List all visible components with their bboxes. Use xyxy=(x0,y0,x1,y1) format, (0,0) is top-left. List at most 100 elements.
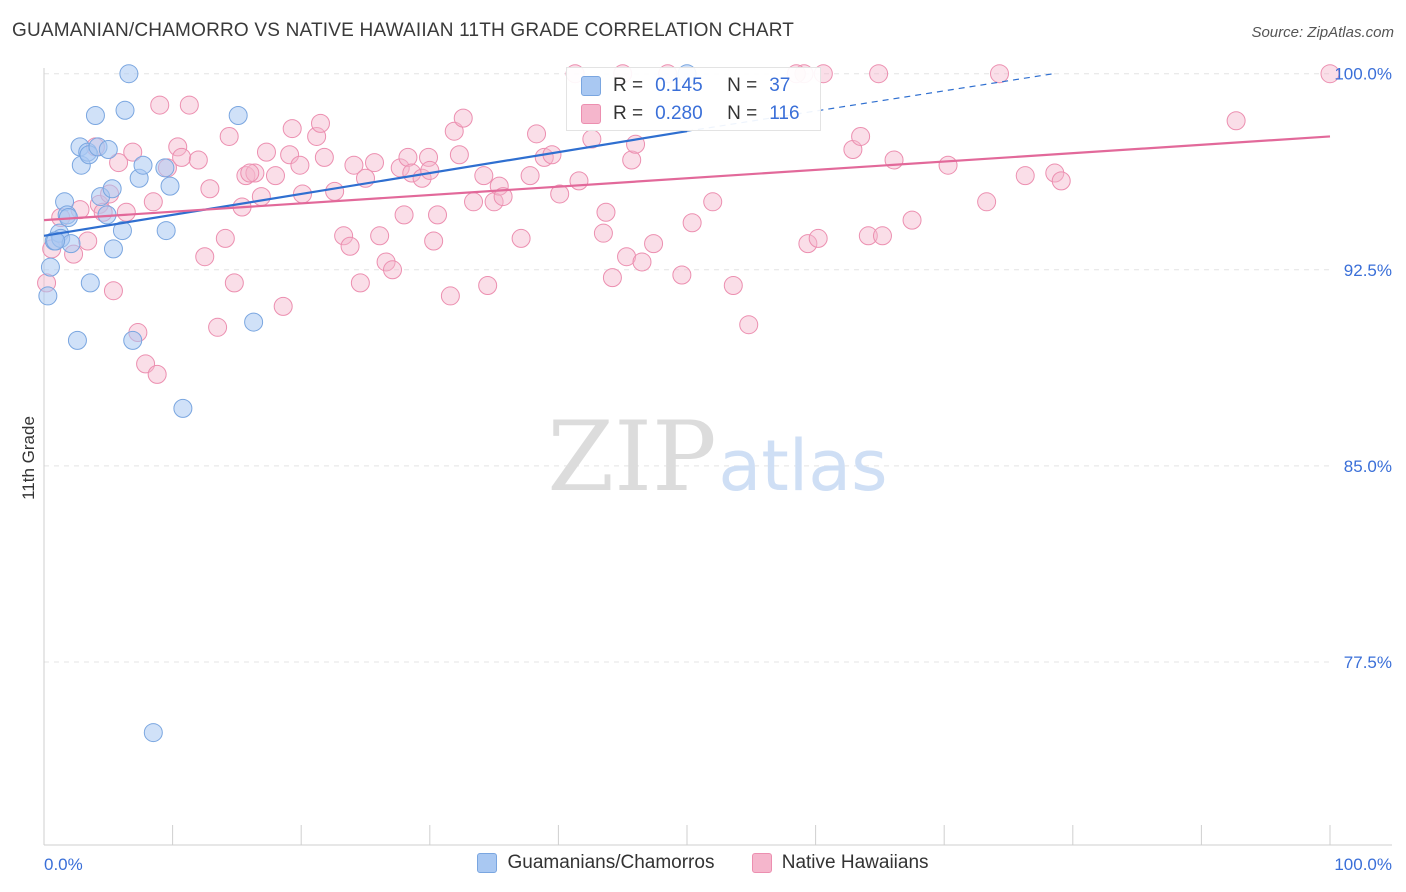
y-tick-label: 85.0% xyxy=(1344,457,1392,476)
data-point xyxy=(256,142,276,162)
data-point xyxy=(123,330,143,350)
data-point xyxy=(798,234,818,254)
data-point xyxy=(989,64,1009,84)
legend-label: Guamanians/Chamorros xyxy=(507,852,715,873)
data-point xyxy=(869,64,889,84)
data-point xyxy=(739,315,759,335)
n-value: 37 xyxy=(769,75,791,96)
data-point xyxy=(215,228,235,248)
trend-line xyxy=(43,135,1331,222)
y-axis-label: 11th Grade xyxy=(19,416,38,500)
data-point xyxy=(40,257,60,277)
data-point xyxy=(383,260,403,280)
data-point xyxy=(38,286,58,306)
data-point xyxy=(115,100,135,120)
data-point xyxy=(168,137,188,157)
data-point xyxy=(550,184,570,204)
data-point xyxy=(80,273,100,293)
watermark-zip: ZIP xyxy=(547,401,716,513)
data-point xyxy=(596,202,616,222)
legend-item-guamanians[interactable]: Guamanians/Chamorros xyxy=(477,852,714,874)
data-point xyxy=(103,239,123,259)
data-point xyxy=(622,150,642,170)
data-point xyxy=(282,119,302,139)
r-value: 0.280 xyxy=(655,103,703,124)
data-point xyxy=(808,228,828,248)
trend-lines xyxy=(43,73,1331,237)
x-tick-label: 100.0% xyxy=(1334,855,1392,874)
data-point xyxy=(350,273,370,293)
gridlines xyxy=(44,73,1330,663)
y-tick-label: 100.0% xyxy=(1334,65,1392,84)
trend-line-extension xyxy=(686,73,1054,132)
data-point xyxy=(593,223,613,243)
data-point xyxy=(224,273,244,293)
data-point xyxy=(527,124,547,144)
data-point xyxy=(902,210,922,230)
data-point xyxy=(569,171,589,191)
r-label: R = xyxy=(613,75,644,96)
data-point xyxy=(280,145,300,165)
n-value: 116 xyxy=(769,103,800,124)
data-point xyxy=(133,155,153,175)
data-point xyxy=(938,155,958,175)
data-point xyxy=(428,205,448,225)
data-point xyxy=(160,176,180,196)
legend-item-native-hawaiians[interactable]: Native Hawaiians xyxy=(751,852,929,874)
data-point xyxy=(478,275,498,295)
data-point xyxy=(440,286,460,306)
data-point xyxy=(155,158,175,178)
data-point xyxy=(520,166,540,186)
data-point xyxy=(150,95,170,115)
data-point xyxy=(265,166,285,186)
data-point xyxy=(1045,163,1065,183)
data-point xyxy=(1015,166,1035,186)
data-point xyxy=(219,126,239,146)
data-point xyxy=(474,166,494,186)
data-point xyxy=(85,106,105,126)
data-point xyxy=(109,153,129,173)
stats-box: R = 0.145 N = 37 R = 0.280 N = 116 xyxy=(566,67,821,131)
data-point xyxy=(208,317,228,337)
data-point xyxy=(420,160,440,180)
data-point xyxy=(102,179,122,199)
data-point xyxy=(147,364,167,384)
data-point xyxy=(173,398,193,418)
data-point xyxy=(200,179,220,199)
data-point xyxy=(449,145,469,165)
data-point xyxy=(977,192,997,212)
data-point xyxy=(398,147,418,167)
data-point xyxy=(310,113,330,133)
data-point xyxy=(1226,111,1246,131)
data-point xyxy=(602,268,622,288)
data-point xyxy=(453,108,473,128)
data-point xyxy=(228,106,248,126)
source-label: Source: ZipAtlas.com xyxy=(1251,24,1394,41)
blue-swatch-icon xyxy=(477,853,498,873)
n-label: N = xyxy=(727,103,758,124)
data-point xyxy=(376,252,396,272)
data-point xyxy=(290,155,310,175)
watermark-atlas: atlas xyxy=(718,425,887,507)
data-point xyxy=(682,213,702,233)
data-point xyxy=(46,231,66,251)
data-point xyxy=(511,228,531,248)
data-point xyxy=(156,221,176,241)
axis-labels: 77.5% 85.0% 92.5% 100.0% 0.0% 100.0% 11th Grad… xyxy=(19,65,1392,874)
data-point xyxy=(240,163,260,183)
trend-line xyxy=(43,130,688,237)
data-point xyxy=(67,330,87,350)
pink-swatch-icon xyxy=(581,104,601,124)
stats-row-native-hawaiians: R = 0.280 N = 116 xyxy=(581,101,800,127)
y-tick-label: 77.5% xyxy=(1344,653,1392,672)
data-point xyxy=(493,187,513,207)
data-point xyxy=(617,247,637,267)
y-tick-label: 92.5% xyxy=(1344,261,1392,280)
r-label: R = xyxy=(613,103,644,124)
data-point xyxy=(143,723,163,743)
data-point xyxy=(112,221,132,241)
data-point xyxy=(314,147,334,167)
legend: Guamanians/Chamorros Native Hawaiians xyxy=(0,852,1406,879)
data-point xyxy=(370,226,390,246)
